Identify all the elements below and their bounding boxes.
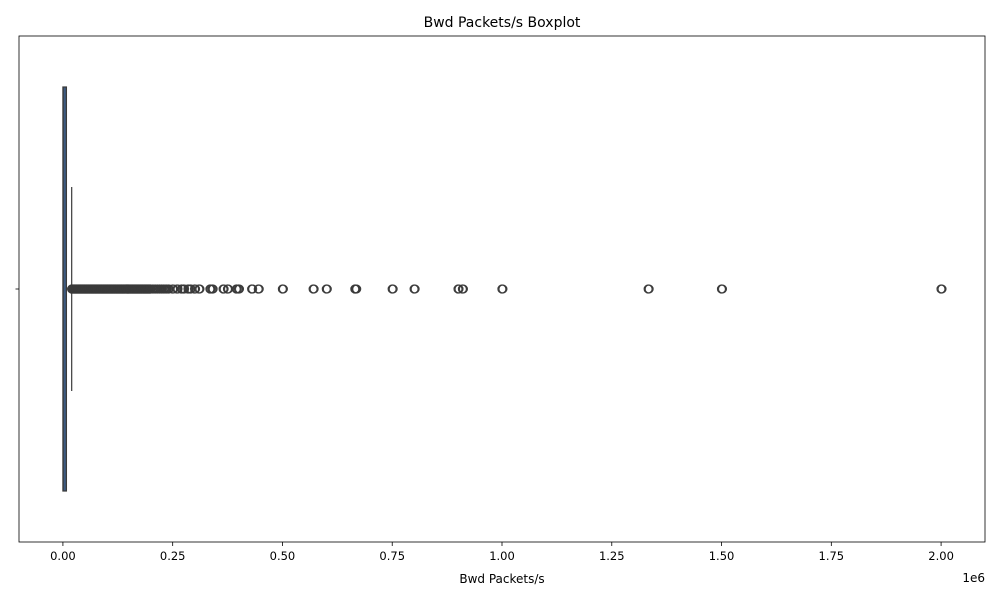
- x-axis-label: Bwd Packets/s: [459, 572, 544, 586]
- x-tick-label: 0.75: [379, 549, 405, 563]
- outlier-point: [254, 284, 264, 294]
- outlier-point: [322, 284, 332, 294]
- outlier-point: [454, 284, 464, 294]
- outlier-point: [195, 284, 205, 294]
- outlier-point: [309, 284, 319, 294]
- x-tick-label: 1.25: [599, 549, 625, 563]
- outlier-point: [388, 284, 398, 294]
- x-axis-offset-text: 1e6: [962, 571, 985, 585]
- outlier-point: [173, 284, 183, 294]
- x-tick-label: 0.50: [270, 549, 296, 563]
- chart-title: Bwd Packets/s Boxplot: [424, 15, 581, 31]
- x-tick-label: 2.00: [928, 549, 954, 563]
- x-tick-label: 1.00: [489, 549, 515, 563]
- outlier-point: [937, 284, 947, 294]
- outlier-point: [208, 284, 218, 294]
- outlier-group: [67, 284, 947, 294]
- outlier-point: [191, 284, 201, 294]
- x-axis: 0.00 0.25 0.50 0.75 1.00 1.25 1.50 1.75 2.00: [50, 542, 954, 563]
- outlier-point: [248, 284, 258, 294]
- outlier-point: [644, 284, 654, 294]
- outlier-point: [410, 284, 420, 294]
- outlier-point: [180, 284, 190, 294]
- outlier-point: [278, 284, 288, 294]
- outlier-point: [718, 284, 728, 294]
- outlier-point: [352, 284, 362, 294]
- outlier-point: [458, 284, 468, 294]
- x-tick-label: 1.75: [819, 549, 845, 563]
- outlier-point: [235, 284, 245, 294]
- x-tick-label: 0.00: [50, 549, 76, 563]
- outlier-point: [498, 284, 508, 294]
- x-tick-label: 1.50: [709, 549, 735, 563]
- outlier-point: [219, 284, 229, 294]
- x-tick-label: 0.25: [160, 549, 186, 563]
